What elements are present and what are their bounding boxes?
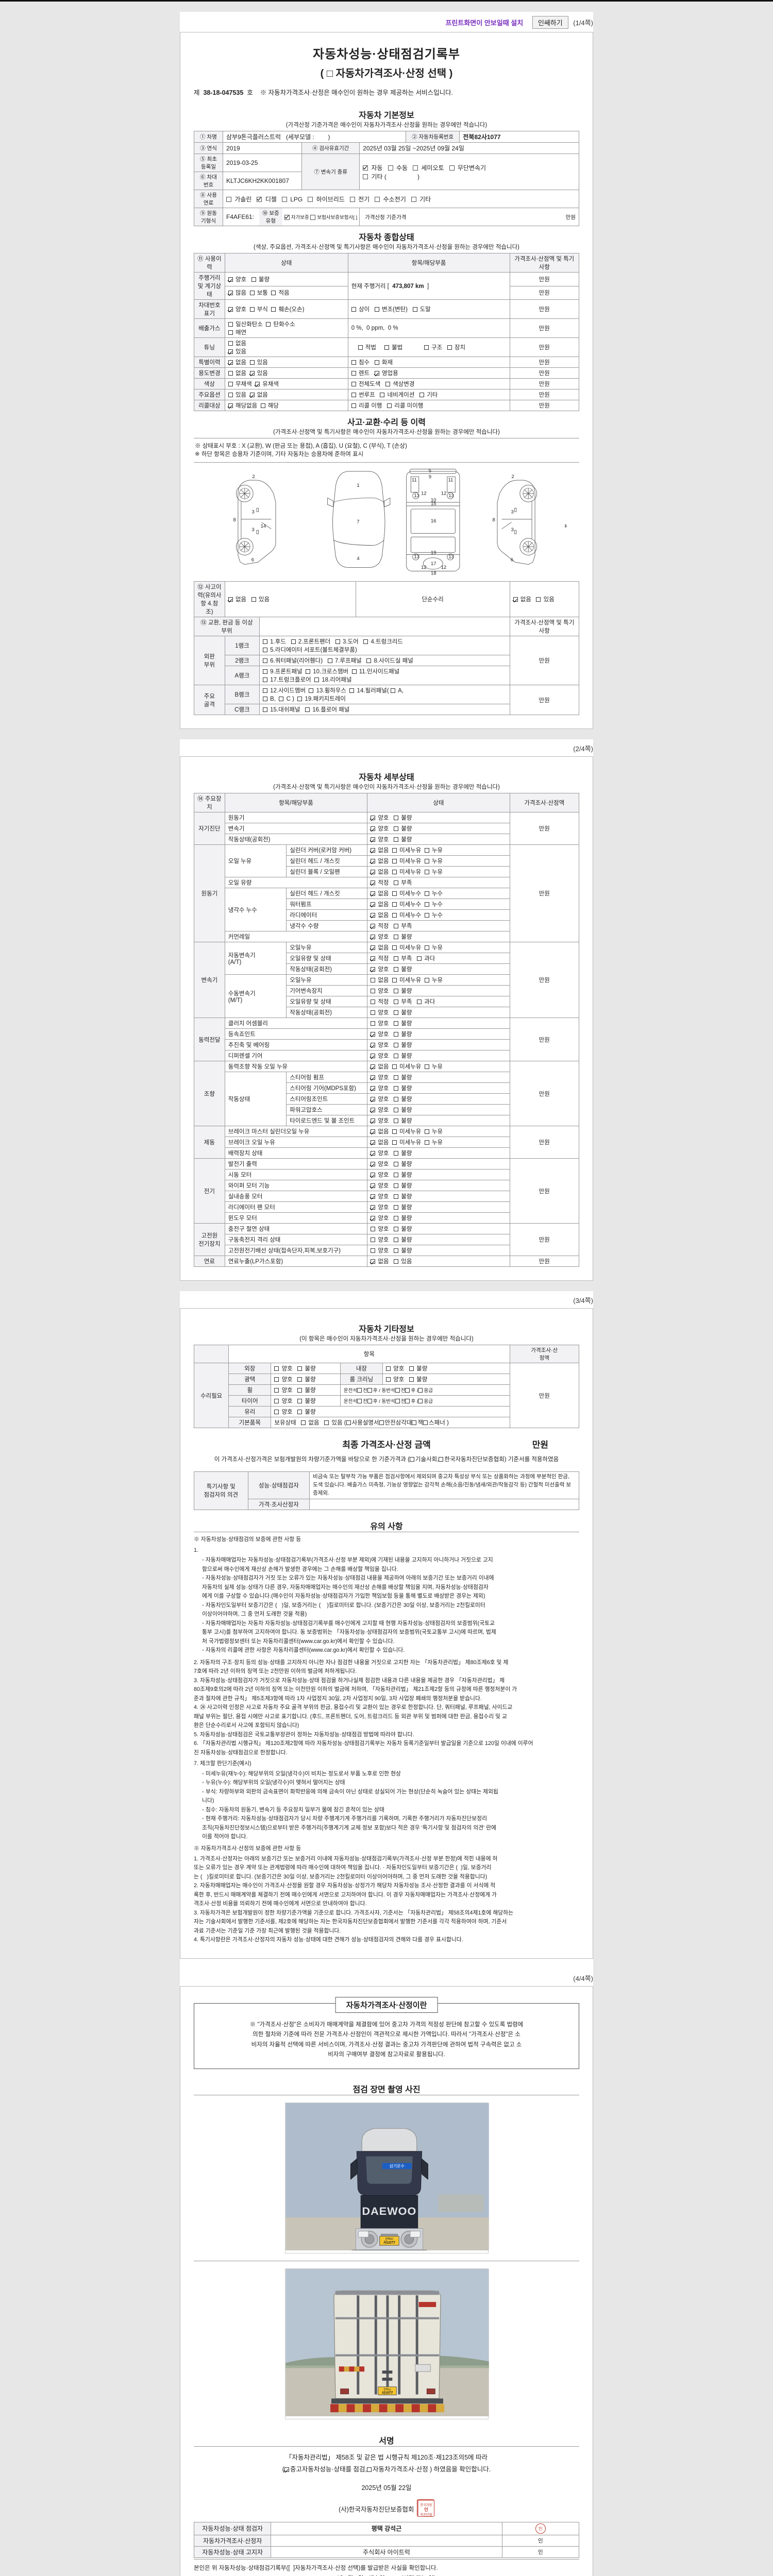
- svg-text:11: 11: [412, 478, 417, 483]
- svg-text:3: 3: [252, 527, 255, 533]
- svg-text:17: 17: [431, 561, 436, 567]
- svg-text:5: 5: [429, 468, 431, 474]
- svg-text:13: 13: [414, 554, 419, 560]
- svg-text:11: 11: [448, 478, 453, 483]
- svg-text:14: 14: [565, 523, 567, 529]
- svg-text:15: 15: [431, 501, 436, 506]
- svg-text:2: 2: [512, 474, 514, 480]
- svg-text:6: 6: [511, 557, 513, 563]
- svg-text:한국자동: 한국자동: [420, 2502, 432, 2507]
- svg-text:12: 12: [421, 490, 427, 496]
- svg-text:12: 12: [441, 490, 447, 496]
- svg-text:3: 3: [511, 527, 514, 533]
- svg-text:13: 13: [448, 554, 454, 560]
- svg-text:사1077: 사1077: [383, 2240, 395, 2245]
- svg-text:3: 3: [252, 510, 255, 515]
- svg-text:12: 12: [441, 565, 447, 570]
- svg-text:14: 14: [261, 523, 266, 529]
- svg-text:8: 8: [493, 517, 495, 523]
- svg-text:2: 2: [252, 474, 255, 480]
- svg-text:18: 18: [431, 570, 436, 575]
- svg-text:8: 8: [233, 517, 236, 523]
- svg-text:13: 13: [414, 493, 419, 499]
- svg-text:4: 4: [357, 556, 359, 562]
- svg-text:인: 인: [424, 2507, 428, 2512]
- svg-text:사1077: 사1077: [381, 2391, 393, 2395]
- svg-text:7: 7: [357, 519, 359, 525]
- svg-text:6: 6: [251, 557, 254, 563]
- svg-text:9: 9: [429, 474, 431, 480]
- svg-text:차진단협: 차진단협: [420, 2512, 432, 2517]
- svg-text:1: 1: [357, 483, 359, 488]
- svg-text:3: 3: [511, 510, 514, 515]
- svg-text:19: 19: [431, 550, 436, 556]
- svg-text:13: 13: [448, 493, 454, 499]
- svg-text:12: 12: [421, 565, 427, 570]
- svg-text:DAEWOO: DAEWOO: [362, 2205, 416, 2217]
- svg-text:삼기운수: 삼기운수: [389, 2163, 404, 2168]
- svg-text:16: 16: [431, 518, 436, 524]
